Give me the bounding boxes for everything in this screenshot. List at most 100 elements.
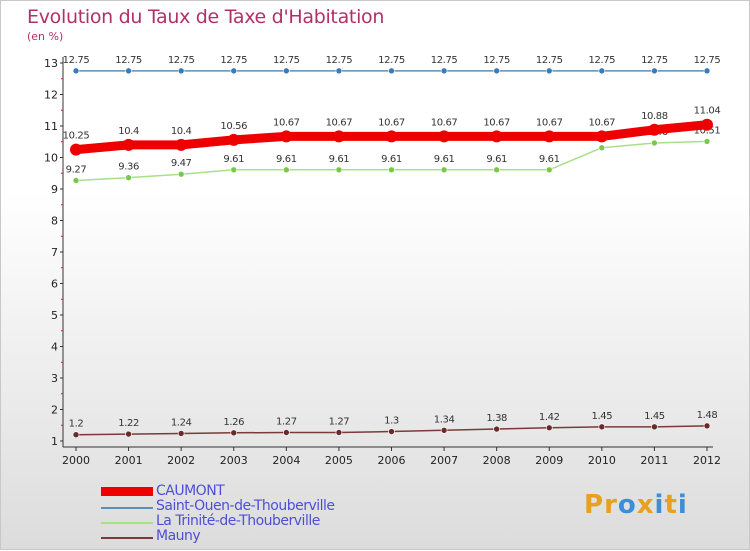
logo-letter: t — [664, 490, 678, 520]
data-point — [598, 67, 606, 75]
x-tick-label: 2008 — [483, 454, 511, 467]
x-tick-label: 2001 — [115, 454, 143, 467]
data-point — [388, 428, 395, 435]
data-label: 1.34 — [434, 414, 455, 425]
y-tick-label: 11 — [44, 120, 58, 133]
data-point — [388, 166, 395, 174]
logo-letter: r — [604, 490, 618, 520]
data-point — [125, 430, 132, 438]
x-tick-label: 2007 — [430, 454, 458, 467]
data-point — [280, 130, 293, 143]
proxiti-logo: Proxiti — [584, 490, 688, 520]
data-point — [545, 67, 553, 75]
legend-swatch — [101, 487, 153, 496]
data-point — [177, 67, 185, 75]
data-point — [72, 177, 80, 184]
data-label: 10.88 — [641, 111, 668, 122]
y-tick-label: 1 — [51, 435, 58, 448]
data-label: 9.61 — [329, 154, 350, 165]
data-label: 1.42 — [539, 412, 560, 423]
x-tick-label: 2009 — [535, 454, 563, 467]
y-tick-label: 12 — [44, 89, 58, 102]
data-point — [175, 138, 188, 151]
data-point — [543, 130, 556, 143]
data-label: 10.67 — [483, 117, 510, 128]
y-tick-label: 3 — [51, 372, 58, 385]
data-label: 12.75 — [536, 55, 563, 66]
data-point — [70, 143, 82, 156]
data-point — [438, 130, 451, 143]
y-tick-label: 9 — [51, 183, 58, 196]
unit-label: (en %) — [27, 30, 64, 43]
data-point — [701, 118, 713, 131]
data-label: 12.75 — [589, 55, 616, 66]
data-point — [703, 138, 711, 145]
y-tick-label: 5 — [51, 309, 58, 322]
data-point — [440, 426, 448, 434]
data-label: 12.75 — [273, 55, 300, 66]
data-point — [493, 425, 500, 433]
data-label: 1.3 — [384, 416, 399, 427]
data-label: 1.2 — [69, 419, 84, 430]
x-tick-label: 2012 — [693, 454, 721, 467]
data-label: 1.45 — [644, 411, 665, 422]
y-tick-label: 13 — [44, 57, 58, 70]
x-tick-label: 2000 — [62, 454, 90, 467]
data-label: 9.47 — [171, 158, 192, 169]
legend-label: CAUMONT — [156, 483, 225, 499]
data-point — [545, 166, 553, 174]
logo-letter: i — [654, 490, 665, 520]
data-point — [283, 166, 290, 174]
data-point — [493, 166, 500, 174]
data-point — [545, 424, 553, 432]
data-label: 9.27 — [66, 164, 87, 175]
data-point — [493, 67, 500, 75]
x-tick-label: 2011 — [640, 454, 668, 467]
data-label: 10.51 — [694, 125, 721, 136]
data-label: 12.75 — [378, 55, 405, 66]
data-point — [335, 67, 343, 75]
data-label: 10.67 — [378, 117, 405, 128]
data-label: 12.75 — [641, 55, 668, 66]
legend-swatch — [101, 522, 153, 524]
data-point — [490, 130, 503, 143]
legend-swatch — [101, 537, 153, 539]
y-tick-label: 4 — [51, 341, 58, 354]
data-label: 11.04 — [694, 106, 721, 117]
data-point — [648, 123, 661, 136]
x-tick-label: 2010 — [588, 454, 616, 467]
data-point — [230, 67, 238, 75]
data-label: 9.61 — [381, 154, 402, 165]
data-label: 1.27 — [276, 416, 297, 427]
data-label: 9.61 — [486, 154, 507, 165]
data-label: 9.61 — [276, 154, 297, 165]
logo-letter: x — [636, 490, 655, 520]
data-label: 10.67 — [326, 117, 353, 128]
data-point — [440, 67, 448, 75]
data-point — [125, 67, 132, 75]
data-label: 9.36 — [118, 162, 139, 173]
data-point — [651, 423, 658, 431]
legend-label: Mauny — [156, 528, 201, 544]
data-point — [230, 166, 238, 174]
data-label: 12.75 — [431, 55, 458, 66]
x-tick-label: 2005 — [325, 454, 353, 467]
data-point — [598, 144, 606, 152]
legend-label: La Trinité-de-Thouberville — [156, 513, 320, 529]
y-tick-label: 6 — [51, 278, 58, 291]
data-point — [227, 133, 240, 146]
data-point — [385, 130, 398, 143]
data-label: 10.4 — [171, 126, 192, 137]
data-label: 10.4 — [118, 126, 139, 137]
data-label: 12.75 — [483, 55, 510, 66]
data-label: 10.67 — [589, 117, 616, 128]
data-point — [440, 166, 448, 174]
x-tick-label: 2006 — [378, 454, 406, 467]
data-label: 12.75 — [220, 55, 247, 66]
y-tick-label: 10 — [44, 152, 58, 165]
data-label: 10.67 — [273, 117, 300, 128]
chart-title: Evolution du Taux de Taxe d'Habitation — [27, 6, 385, 28]
data-label: 10.67 — [536, 117, 563, 128]
logo-letter: i — [677, 490, 688, 520]
